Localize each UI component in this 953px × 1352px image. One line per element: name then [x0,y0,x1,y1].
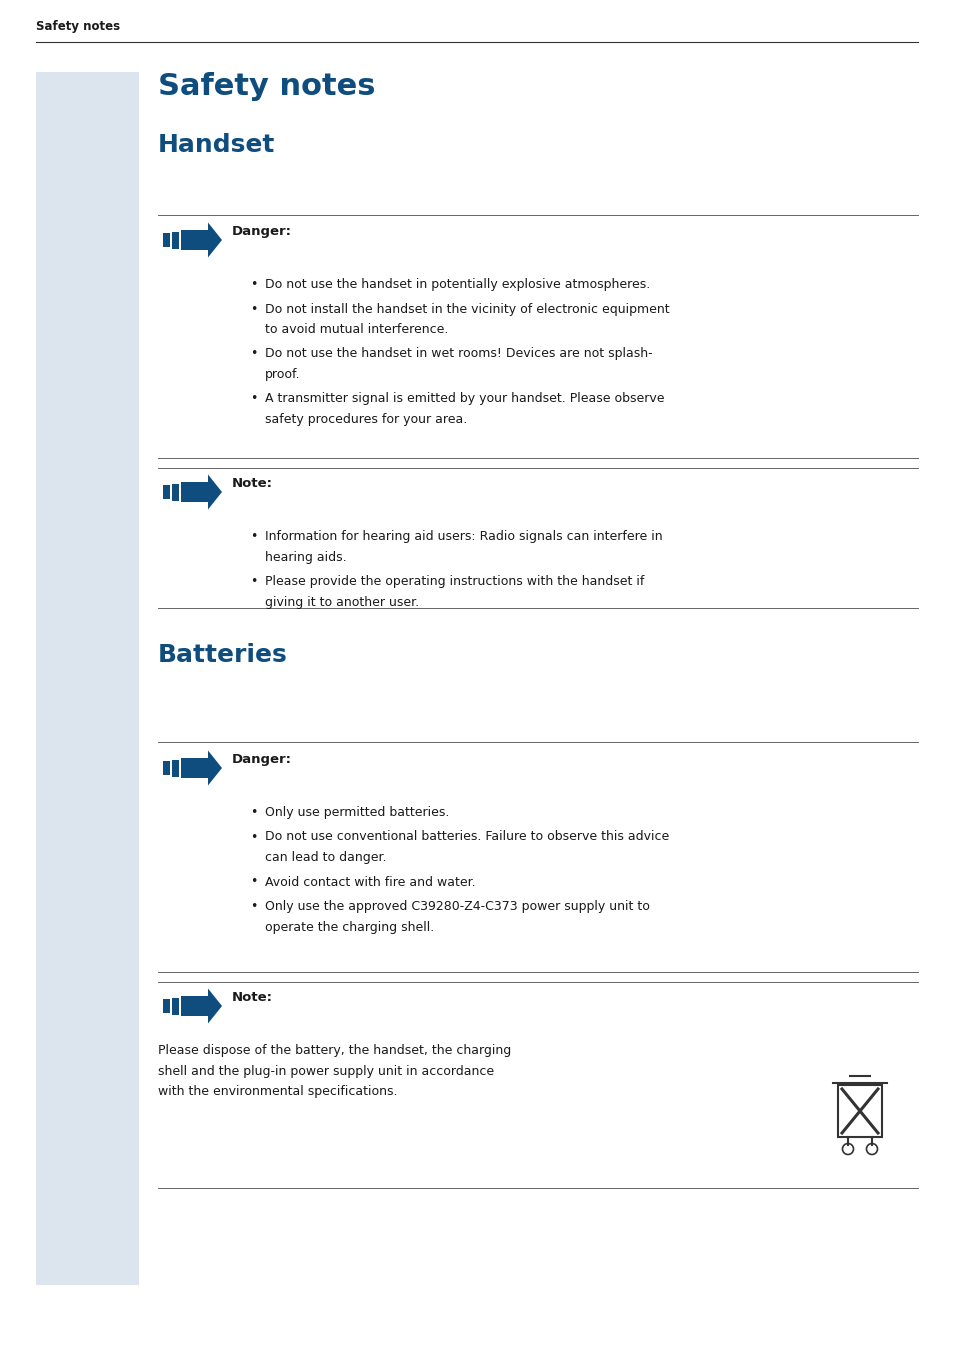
Text: •: • [250,392,257,406]
Bar [172,231,179,249]
Bar [163,485,170,499]
Text: Safety notes: Safety notes [36,20,120,32]
Text: Please provide the operating instructions with the handset if: Please provide the operating instruction… [265,575,643,588]
Text: •: • [250,830,257,844]
Text: •: • [250,279,257,291]
Bar [163,999,170,1013]
Bar [172,998,179,1014]
Bar [172,484,179,500]
Text: Do not use conventional batteries. Failure to observe this advice: Do not use conventional batteries. Failu… [265,830,669,844]
Text: can lead to danger.: can lead to danger. [265,850,386,864]
Text: Safety notes: Safety notes [158,72,375,101]
Text: Avoid contact with fire and water.: Avoid contact with fire and water. [265,876,476,888]
Bar [163,233,170,247]
Text: Batteries: Batteries [158,644,288,667]
Bar [181,996,188,1015]
Bar [181,230,188,250]
Text: •: • [250,575,257,588]
Text: A transmitter signal is emitted by your handset. Please observe: A transmitter signal is emitted by your … [265,392,664,406]
Text: •: • [250,347,257,361]
Bar [163,761,170,775]
Text: Information for hearing aid users: Radio signals can interfere in: Information for hearing aid users: Radio… [265,530,662,544]
Text: Do not use the handset in potentially explosive atmospheres.: Do not use the handset in potentially ex… [265,279,650,291]
Bar [172,760,179,776]
Text: Do not use the handset in wet rooms! Devices are not splash-: Do not use the handset in wet rooms! Dev… [265,347,652,361]
Text: Danger:: Danger: [232,753,292,767]
Text: operate the charging shell.: operate the charging shell. [265,921,434,933]
Text: Note:: Note: [232,477,273,489]
Text: hearing aids.: hearing aids. [265,550,346,564]
Bar [181,758,188,777]
Text: shell and the plug-in power supply unit in accordance: shell and the plug-in power supply unit … [158,1064,494,1078]
Text: Only use permitted batteries.: Only use permitted batteries. [265,806,449,819]
Bar [36,72,139,1284]
Bar [181,483,188,502]
Text: Handset: Handset [158,132,275,157]
Text: Only use the approved C39280-Z4-C373 power supply unit to: Only use the approved C39280-Z4-C373 pow… [265,900,649,913]
Text: •: • [250,900,257,913]
Text: safety procedures for your area.: safety procedures for your area. [265,412,467,426]
Text: •: • [250,876,257,888]
Polygon shape [188,750,222,786]
Polygon shape [188,223,222,257]
Text: Note:: Note: [232,991,273,1005]
Text: •: • [250,530,257,544]
Text: •: • [250,303,257,315]
Text: Do not install the handset in the vicinity of electronic equipment: Do not install the handset in the vicini… [265,303,669,315]
Text: to avoid mutual interference.: to avoid mutual interference. [265,323,448,337]
Text: Danger:: Danger: [232,224,292,238]
Text: •: • [250,806,257,819]
Text: giving it to another user.: giving it to another user. [265,595,418,608]
Text: proof.: proof. [265,368,300,381]
Polygon shape [188,475,222,510]
Text: Please dispose of the battery, the handset, the charging: Please dispose of the battery, the hands… [158,1044,511,1057]
Polygon shape [188,988,222,1023]
Bar [837,1086,882,1137]
Text: with the environmental specifications.: with the environmental specifications. [158,1086,397,1098]
